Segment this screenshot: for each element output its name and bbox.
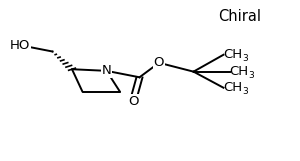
- Text: 3: 3: [242, 87, 248, 96]
- Text: CH: CH: [224, 48, 243, 61]
- Text: O: O: [154, 56, 164, 69]
- Text: HO: HO: [9, 39, 30, 52]
- Text: CH: CH: [224, 81, 243, 94]
- Text: Chiral: Chiral: [218, 9, 262, 24]
- Text: CH: CH: [230, 65, 249, 78]
- Text: 3: 3: [248, 71, 254, 80]
- Text: 3: 3: [242, 54, 248, 63]
- Text: N: N: [102, 64, 111, 77]
- Text: O: O: [128, 95, 139, 108]
